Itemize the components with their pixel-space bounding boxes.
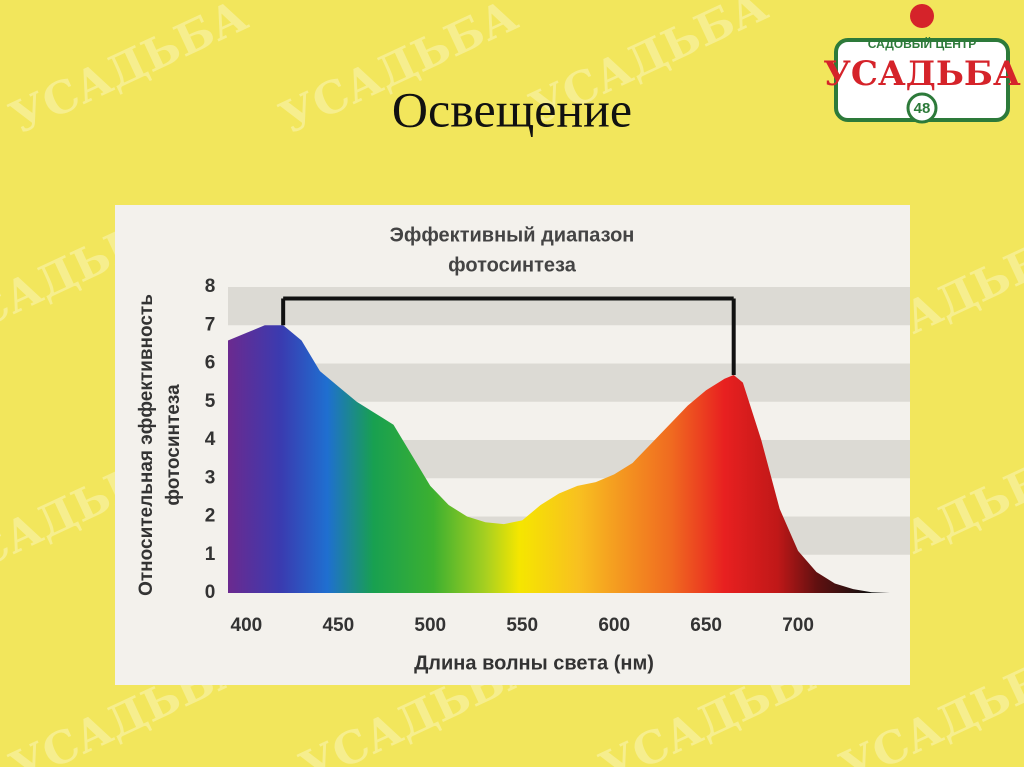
- logo-badge: [906, 92, 938, 124]
- spectrum-area: [228, 325, 890, 593]
- logo: САДОВЫЙ ЦЕНТР УСАДЬБА 48: [823, 4, 1021, 124]
- x-tick-label: 400: [231, 615, 263, 636]
- y-tick-label: 4: [205, 429, 216, 450]
- slide-title: Освещение: [392, 81, 632, 137]
- plot: 0 1 2 3 4 5 6 7 8 400 450 500 550 600 650 700: [205, 276, 910, 636]
- y-tick-label: 2: [205, 506, 216, 527]
- x-axis-label: Длина волны света (нм): [414, 652, 654, 674]
- y-tick-label: 5: [205, 391, 216, 412]
- x-tick-label: 450: [322, 615, 354, 636]
- logo-flower: [910, 4, 934, 28]
- x-tick-label: 600: [598, 615, 630, 636]
- y-axis-label: фотосинтеза: [163, 384, 184, 506]
- x-tick-label: 500: [414, 615, 446, 636]
- logo-number: 48: [914, 100, 931, 117]
- chart-title: Эффективный диапазон: [390, 224, 635, 246]
- logo-name: УСАДЬБА: [823, 54, 1021, 94]
- x-tick-label: 550: [506, 615, 538, 636]
- logo-subtitle: САДОВЫЙ ЦЕНТР: [868, 36, 977, 51]
- y-tick-label: 7: [205, 314, 216, 335]
- chart-title: фотосинтеза: [448, 254, 577, 276]
- y-tick-label: 0: [205, 582, 216, 603]
- y-tick-label: 6: [205, 353, 216, 374]
- x-tick-label: 650: [690, 615, 722, 636]
- y-tick-label: 3: [205, 467, 216, 488]
- y-tick-label: 1: [205, 544, 216, 565]
- y-tick-label: 8: [205, 276, 216, 297]
- x-tick-label: 700: [782, 615, 814, 636]
- grid-band: [228, 287, 910, 326]
- watermark: УСАДЬБА: [2, 0, 255, 144]
- y-axis-label: Относительная эффективность: [136, 294, 157, 596]
